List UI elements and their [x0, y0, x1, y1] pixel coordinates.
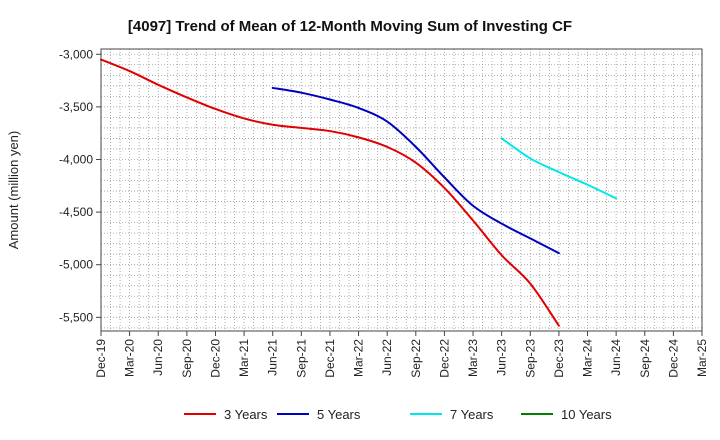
x-tick-label: Jun-24	[609, 339, 623, 376]
x-tick-label: Mar-25	[695, 339, 709, 377]
y-tick-label: -5,500	[59, 310, 93, 324]
x-axis: Dec-19 Mar-20 Jun-20 Sep-20 Dec-20 Mar-21 Jun-…	[94, 331, 709, 378]
plot-frame	[100, 48, 703, 332]
series-line-3-years	[100, 58, 560, 327]
x-tick-label: Sep-20	[180, 339, 194, 378]
y-tick-label: -3,000	[59, 47, 93, 61]
legend-label: 7 Years	[450, 407, 494, 422]
x-tick-label: Dec-19	[94, 339, 108, 378]
x-tick-label: Sep-21	[294, 339, 308, 378]
x-tick-label: Mar-21	[237, 339, 251, 377]
legend: 3 Years 5 Years 7 Years 10 Years	[184, 407, 612, 422]
legend-item: 7 Years	[410, 407, 494, 422]
y-tick-label: -3,500	[59, 100, 93, 114]
x-tick-label: Jun-21	[266, 339, 280, 376]
grid	[101, 49, 702, 331]
x-tick-label: Mar-20	[123, 339, 137, 377]
x-tick-label: Jun-20	[151, 339, 165, 376]
x-tick-label: Dec-22	[437, 339, 451, 378]
x-tick-label: Dec-20	[208, 339, 222, 378]
y-tick-label: -4,000	[59, 152, 93, 166]
x-tick-label: Sep-24	[638, 339, 652, 378]
x-tick-label: Mar-23	[466, 339, 480, 377]
x-tick-label: Sep-23	[523, 339, 537, 378]
x-tick-label: Sep-22	[409, 339, 423, 378]
legend-item: 10 Years	[521, 407, 612, 422]
legend-item: 5 Years	[277, 407, 361, 422]
x-tick-label: Mar-22	[352, 339, 366, 377]
chart-title: [4097] Trend of Mean of 12-Month Moving …	[128, 18, 572, 35]
series-layer	[100, 58, 618, 327]
y-tick-label: -5,000	[59, 258, 93, 272]
x-tick-label: Mar-24	[581, 339, 595, 377]
y-tick-label: -4,500	[59, 205, 93, 219]
x-tick-label: Dec-24	[666, 339, 680, 378]
series-line-5-years	[271, 86, 560, 255]
x-tick-label: Dec-21	[323, 339, 337, 378]
legend-label: 3 Years	[224, 407, 268, 422]
y-axis: -3,000 -3,500 -4,000 -4,500 -5,000 -5,500	[59, 47, 101, 324]
x-tick-label: Dec-23	[552, 339, 566, 378]
legend-item: 3 Years	[184, 407, 268, 422]
series-line-7-years	[500, 137, 618, 200]
x-tick-label: Jun-23	[495, 339, 509, 376]
legend-label: 5 Years	[317, 407, 361, 422]
y-axis-label: Amount (million yen)	[6, 131, 21, 250]
x-tick-label: Jun-22	[380, 339, 394, 376]
legend-label: 10 Years	[561, 407, 612, 422]
